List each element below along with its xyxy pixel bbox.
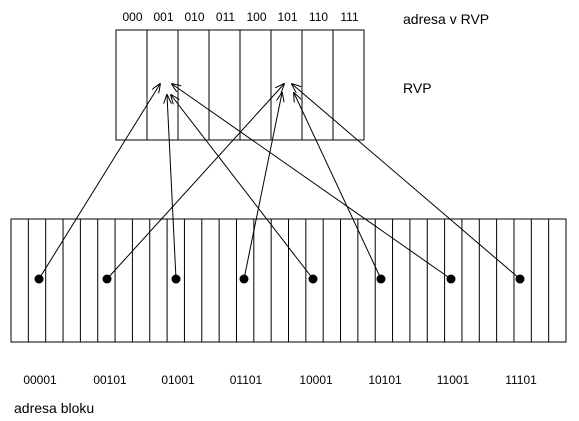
cache-address-011: 011	[216, 10, 235, 24]
memory-box	[10, 218, 567, 343]
mapping-arrow-00001-to-001	[38, 84, 160, 280]
block-marker-10001	[308, 274, 318, 284]
block-address-11001: 11001	[437, 373, 470, 387]
block-marker-11001	[446, 274, 456, 284]
mapping-arrow-10101-to-101	[294, 93, 382, 280]
block-marker-01001	[171, 274, 181, 284]
block-marker-11101	[515, 274, 525, 284]
mapping-arrow-11001-to-001	[172, 84, 452, 280]
mapping-arrow-01101-to-101	[243, 93, 282, 280]
cache-address-111: 111	[340, 10, 359, 24]
block-address-label: adresa bloku	[14, 400, 94, 416]
block-address-10001: 10001	[299, 373, 333, 387]
cache-address-100: 100	[246, 10, 266, 24]
cache-address-101: 101	[277, 10, 297, 24]
block-marker-10101	[376, 274, 386, 284]
mapping-arrow-00101-to-101	[106, 84, 284, 280]
cache-box	[115, 29, 365, 141]
block-address-labels: 00001 00101 01001 01101 10001 10101 11001 11101	[23, 373, 537, 387]
block-address-00101: 00101	[93, 373, 127, 387]
cache-address-000: 000	[122, 10, 142, 24]
cache-address-labels: 000 001 010 011 100 101 110 111	[122, 10, 358, 24]
mapping-arrow-10001-to-001	[171, 95, 314, 280]
block-marker-00101	[102, 274, 112, 284]
cache-label: RVP	[403, 80, 432, 96]
mapping-arrows	[38, 84, 521, 280]
block-address-01001: 01001	[161, 373, 195, 387]
block-markers	[34, 274, 525, 284]
block-address-01101: 01101	[230, 373, 263, 387]
block-marker-00001	[34, 274, 44, 284]
mapping-arrow-11101-to-101	[292, 84, 521, 280]
cache-address-label: adresa v RVP	[403, 11, 489, 27]
block-address-11101: 11101	[505, 373, 537, 387]
cache-address-001: 001	[153, 10, 173, 24]
block-address-00001: 00001	[23, 373, 57, 387]
block-marker-01101	[239, 274, 249, 284]
block-address-10101: 10101	[368, 373, 402, 387]
cache-address-110: 110	[309, 10, 328, 24]
cache-address-010: 010	[184, 10, 204, 24]
mapping-arrow-01001-to-001	[167, 95, 177, 280]
